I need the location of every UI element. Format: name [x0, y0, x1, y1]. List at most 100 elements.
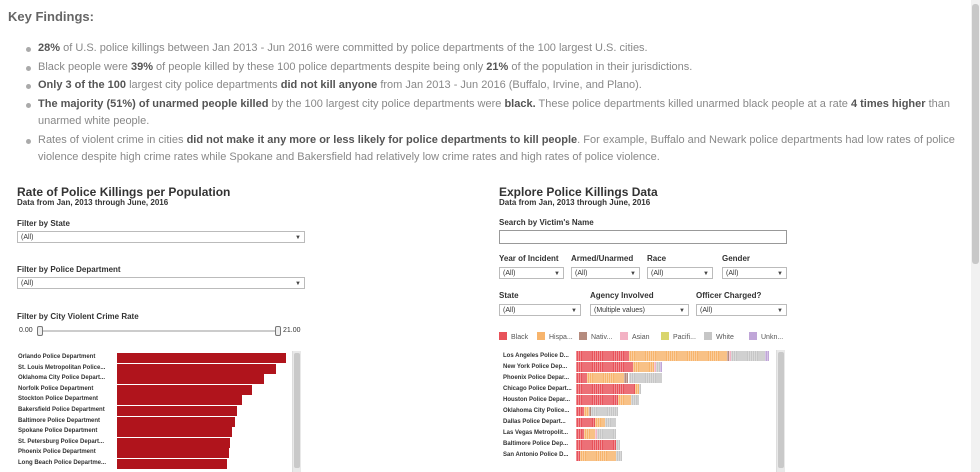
bar-label: St. Louis Metropolitan Police... [18, 364, 106, 371]
stacked-bar-segment[interactable] [597, 428, 616, 439]
legend-label: Nativ... [591, 334, 613, 341]
crime-slider-min-handle[interactable] [37, 326, 43, 336]
armed-select[interactable]: (All) ▼ [571, 267, 640, 279]
stacked-bar-segment[interactable] [634, 384, 639, 395]
finding-emphasis: 4 times higher [850, 97, 926, 110]
charged-select[interactable]: (All) ▼ [696, 304, 787, 316]
legend-swatch [620, 332, 628, 340]
stacked-bar-segment[interactable] [615, 439, 621, 450]
victim-name-search-input[interactable] [499, 230, 787, 244]
chevron-down-icon: ▼ [777, 271, 783, 277]
stacked-bar-segment[interactable] [584, 406, 589, 417]
stacked-bar-segment[interactable] [576, 450, 581, 461]
finding-text: These police departments killed unarmed … [535, 97, 851, 110]
filter-state-select[interactable]: (All) ▼ [17, 231, 305, 243]
page-scrollbar[interactable] [971, 0, 980, 472]
stacked-bar-segment[interactable] [576, 406, 585, 417]
bar-label: Houston Police Depar... [503, 396, 571, 403]
stacked-bar-segment[interactable] [628, 373, 663, 384]
state-select[interactable]: (All) ▼ [499, 304, 581, 316]
rate-bar[interactable] [117, 353, 286, 363]
stacked-bar-segment[interactable] [624, 373, 629, 384]
filter-dept-value: (All) [21, 280, 34, 287]
stacked-bar-segment[interactable] [580, 450, 616, 461]
stacked-bar-segment[interactable] [731, 351, 765, 361]
right-chart-scroll-thumb[interactable] [778, 352, 784, 468]
finding-text: from Jan 2013 - Jun 2016 (Buffalo, Irvin… [377, 79, 642, 91]
crime-max-value: 21.00 [283, 327, 301, 334]
bar-label: Stockton Police Department [18, 396, 99, 403]
legend-item[interactable]: Nativ... [579, 332, 612, 341]
stacked-bar-segment[interactable] [653, 362, 656, 372]
stacked-bar-segment[interactable] [576, 439, 616, 450]
stacked-bar-segment[interactable] [576, 362, 633, 372]
stacked-bar-segment[interactable] [594, 417, 606, 428]
rate-bar[interactable] [117, 459, 227, 469]
stacked-bar-segment[interactable] [729, 351, 732, 361]
stacked-bar-segment[interactable] [660, 362, 663, 372]
crime-slider-track[interactable] [40, 330, 280, 332]
stacked-bar-segment[interactable] [576, 395, 618, 406]
race-label: Race [647, 254, 667, 263]
agency-select[interactable]: (Multiple values) ▼ [590, 304, 689, 316]
stacked-bar-segment[interactable] [576, 384, 635, 395]
finding-text: of U.S. police killings between Jan 2013… [60, 42, 648, 54]
rate-bar[interactable] [117, 416, 236, 427]
stacked-bar-segment[interactable] [765, 351, 770, 361]
chevron-down-icon: ▼ [295, 281, 301, 287]
legend-item[interactable]: Unkn... [749, 332, 783, 341]
legend-item[interactable]: Asian [620, 332, 650, 341]
finding-emphasis: did not make it any more or less likely … [186, 133, 578, 146]
legend-item[interactable]: White [704, 332, 734, 341]
left-chart-scrollbar[interactable] [292, 351, 301, 472]
legend-item[interactable]: Hispa... [537, 332, 573, 341]
rate-bar[interactable] [117, 363, 276, 374]
rate-bar[interactable] [117, 437, 231, 448]
chevron-down-icon: ▼ [295, 235, 301, 241]
filter-dept-select[interactable]: (All) ▼ [17, 277, 305, 289]
charged-value: (All) [700, 307, 713, 314]
stacked-bar-segment[interactable] [588, 406, 591, 417]
left-panel-title: Rate of Police Killings per Population [17, 185, 231, 199]
stacked-bar-segment[interactable] [618, 395, 631, 406]
legend-item[interactable]: Pacifi... [661, 332, 696, 341]
year-label: Year of Incident [499, 254, 559, 263]
left-chart-scroll-thumb[interactable] [294, 353, 300, 468]
crime-slider-max-handle[interactable] [275, 326, 281, 336]
legend-swatch [661, 332, 669, 340]
stacked-bar-segment[interactable] [576, 428, 585, 439]
gender-select[interactable]: (All) ▼ [722, 267, 787, 279]
rate-bar[interactable] [117, 448, 229, 459]
finding-emphasis: Only 3 of the 100 [38, 79, 127, 91]
stacked-bar-segment[interactable] [576, 373, 587, 384]
year-value: (All) [503, 270, 516, 277]
agency-value: (Multiple values) [594, 307, 645, 314]
charged-label: Officer Charged? [696, 291, 762, 300]
findings-list: 28% of U.S. police killings between Jan … [26, 40, 966, 168]
stacked-bar-segment[interactable] [576, 351, 629, 361]
stacked-bar-segment[interactable] [576, 417, 595, 428]
rate-bar[interactable] [117, 395, 243, 406]
stacked-bar-segment[interactable] [594, 428, 597, 439]
stacked-bar-segment[interactable] [615, 450, 623, 461]
stacked-bar-segment[interactable] [584, 428, 595, 439]
rate-bar[interactable] [117, 427, 232, 438]
page-scroll-thumb[interactable] [972, 4, 979, 264]
stacked-bar-segment[interactable] [632, 362, 654, 372]
race-select[interactable]: (All) ▼ [647, 267, 713, 279]
right-chart-scrollbar[interactable] [776, 350, 785, 472]
stacked-bar-segment[interactable] [586, 373, 625, 384]
rate-bar[interactable] [117, 384, 253, 395]
stacked-bar-segment[interactable] [628, 351, 728, 361]
stacked-bar-segment[interactable] [639, 384, 642, 395]
stacked-bar-segment[interactable] [727, 351, 730, 361]
stacked-bar-segment[interactable] [655, 362, 660, 372]
stacked-bar-segment[interactable] [605, 417, 616, 428]
stacked-bar-segment[interactable] [630, 395, 639, 406]
year-select[interactable]: (All) ▼ [499, 267, 564, 279]
rate-bar[interactable] [117, 374, 265, 385]
bar-label: Long Beach Police Departme... [18, 460, 107, 466]
rate-bar[interactable] [117, 406, 237, 416]
stacked-bar-segment[interactable] [590, 406, 618, 417]
legend-item[interactable]: Black [499, 332, 528, 341]
